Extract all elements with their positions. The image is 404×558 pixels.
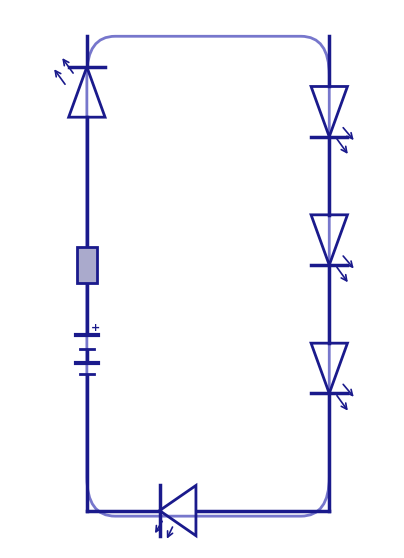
FancyBboxPatch shape (77, 247, 97, 283)
Text: +: + (91, 323, 100, 333)
